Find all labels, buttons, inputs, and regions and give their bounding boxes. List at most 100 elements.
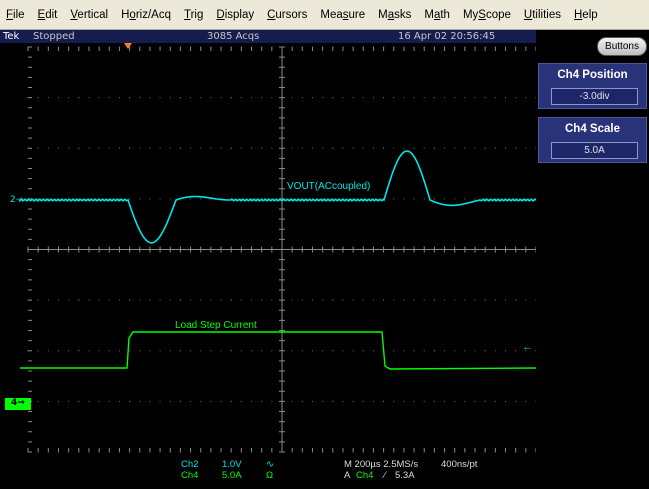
- grid-minor-dot: [433, 299, 435, 301]
- ch2-vout-trace[interactable]: [19, 150, 536, 244]
- grid-minor-dot: [342, 400, 344, 402]
- grid-minor-dot: [403, 147, 405, 149]
- waveform-display[interactable]: [0, 43, 536, 455]
- grid-minor-dot: [464, 400, 466, 402]
- grid-minor-dot: [98, 147, 100, 149]
- grid-minor-dot: [139, 198, 141, 200]
- grid-minor-dot: [169, 198, 171, 200]
- menu-utilities[interactable]: Utilities: [523, 8, 561, 21]
- status-bar: Tek Stopped 3085 Acqs 16 Apr 02 20:56:45: [0, 30, 536, 43]
- menu-help[interactable]: Help: [573, 8, 598, 21]
- grid-minor-dot: [362, 350, 364, 352]
- trigger-level-readout[interactable]: 5.3A: [395, 470, 415, 481]
- grid-minor-dot: [362, 400, 364, 402]
- grid-minor-dot: [372, 147, 374, 149]
- grid-minor-dot: [169, 299, 171, 301]
- menu-cursors[interactable]: Cursors: [267, 8, 308, 21]
- grid-minor-dot: [98, 350, 100, 352]
- menu-masks[interactable]: Masks: [378, 8, 412, 21]
- grid-minor-dot: [372, 198, 374, 200]
- menu-vertical[interactable]: Vertical: [70, 8, 109, 21]
- grid-minor-dot: [393, 299, 395, 301]
- grid-minor-dot: [525, 147, 527, 149]
- buttons-button[interactable]: Buttons: [597, 37, 647, 56]
- grid-minor-dot: [220, 350, 222, 352]
- ch2-readout-name[interactable]: Ch2: [181, 459, 199, 470]
- menu-edit[interactable]: Edit: [37, 8, 58, 21]
- ch4-scale-value[interactable]: 5.0A: [551, 142, 638, 159]
- grid-minor-dot: [444, 400, 446, 402]
- ch4-position-control[interactable]: Ch4 Position -3.0div: [538, 63, 647, 109]
- grid-minor-dot: [261, 350, 263, 352]
- grid-minor-dot: [464, 147, 466, 149]
- menu-horizacq[interactable]: Horiz/Acq: [121, 8, 171, 21]
- grid-minor-dot: [464, 198, 466, 200]
- grid-minor-dot: [129, 400, 131, 402]
- grid-minor-dot: [322, 198, 324, 200]
- menu-math[interactable]: Math: [424, 8, 450, 21]
- menu-file[interactable]: File: [6, 8, 25, 21]
- grid-minor-dot: [383, 299, 385, 301]
- grid-minor-dot: [210, 350, 212, 352]
- grid-minor-dot: [240, 97, 242, 99]
- readout-area: Ch2 1.0V ∿ Ch4 5.0A Ω M 200µs 2.5MS/s 40…: [0, 455, 536, 489]
- grid-minor-dot: [190, 299, 192, 301]
- trigger-source[interactable]: Ch4: [356, 470, 374, 481]
- grid-minor-dot: [291, 350, 293, 352]
- grid-minor-dot: [484, 299, 486, 301]
- grid-minor-dot: [78, 198, 80, 200]
- grid-minor-dot: [179, 400, 181, 402]
- grid-minor-dot: [311, 400, 313, 402]
- grid-minor-dot: [78, 400, 80, 402]
- menu-myscope[interactable]: MyScope: [462, 8, 511, 21]
- acquisition-state: Stopped: [33, 31, 75, 42]
- grid-minor-dot: [47, 198, 49, 200]
- horizontal-readout[interactable]: M 200µs 2.5MS/s: [344, 459, 419, 470]
- record-resolution[interactable]: 400ns/pt: [441, 459, 478, 470]
- grid-minor-dot: [423, 350, 425, 352]
- grid-minor-dot: [433, 400, 435, 402]
- ch2-ground-marker[interactable]: 2→: [10, 195, 24, 205]
- trigger-prefix: A: [344, 470, 351, 481]
- grid-minor-dot: [311, 350, 313, 352]
- ch4-current-trace[interactable]: [20, 331, 536, 370]
- grid-minor-dot: [423, 299, 425, 301]
- menu-display[interactable]: Display: [216, 8, 255, 21]
- grid-minor-dot: [332, 97, 334, 99]
- grid-minor-dot: [251, 147, 253, 149]
- grid-minor-dot: [261, 97, 263, 99]
- ch4-readout-scale[interactable]: 5.0A: [222, 470, 242, 481]
- grid-minor-dot: [149, 350, 151, 352]
- ch4-ground-marker[interactable]: 4→: [5, 398, 31, 410]
- grid-minor-dot: [271, 400, 273, 402]
- ch4-position-value[interactable]: -3.0div: [551, 88, 638, 105]
- grid-minor-dot: [139, 97, 141, 99]
- grid-minor-dot: [37, 400, 39, 402]
- grid-minor-dot: [261, 400, 263, 402]
- grid-minor-dot: [322, 400, 324, 402]
- trigger-level-arrow[interactable]: ←: [522, 341, 533, 353]
- grid-minor-dot: [525, 299, 527, 301]
- menu-trig[interactable]: Trig: [183, 8, 204, 21]
- grid-minor-dot: [454, 299, 456, 301]
- trigger-position-marker[interactable]: [124, 43, 132, 49]
- ch4-scale-control[interactable]: Ch4 Scale 5.0A: [538, 117, 647, 163]
- menu-measure[interactable]: Measure: [320, 8, 366, 21]
- grid-minor-dot: [474, 400, 476, 402]
- ch2-readout-scale[interactable]: 1.0V: [222, 459, 242, 470]
- grid-minor-dot: [68, 350, 70, 352]
- grid-minor-dot: [291, 97, 293, 99]
- grid-minor-dot: [37, 350, 39, 352]
- grid-minor-dot: [129, 97, 131, 99]
- ch4-readout-name[interactable]: Ch4: [181, 470, 199, 481]
- grid-minor-dot: [505, 97, 507, 99]
- grid-minor-dot: [342, 350, 344, 352]
- grid-minor-dot: [251, 350, 253, 352]
- grid-minor-dot: [352, 147, 354, 149]
- grid-minor-dot: [271, 299, 273, 301]
- grid-minor-dot: [535, 299, 536, 301]
- grid-minor-dot: [190, 97, 192, 99]
- grid-minor-dot: [220, 400, 222, 402]
- grid-minor-dot: [454, 350, 456, 352]
- grid-minor-dot: [68, 97, 70, 99]
